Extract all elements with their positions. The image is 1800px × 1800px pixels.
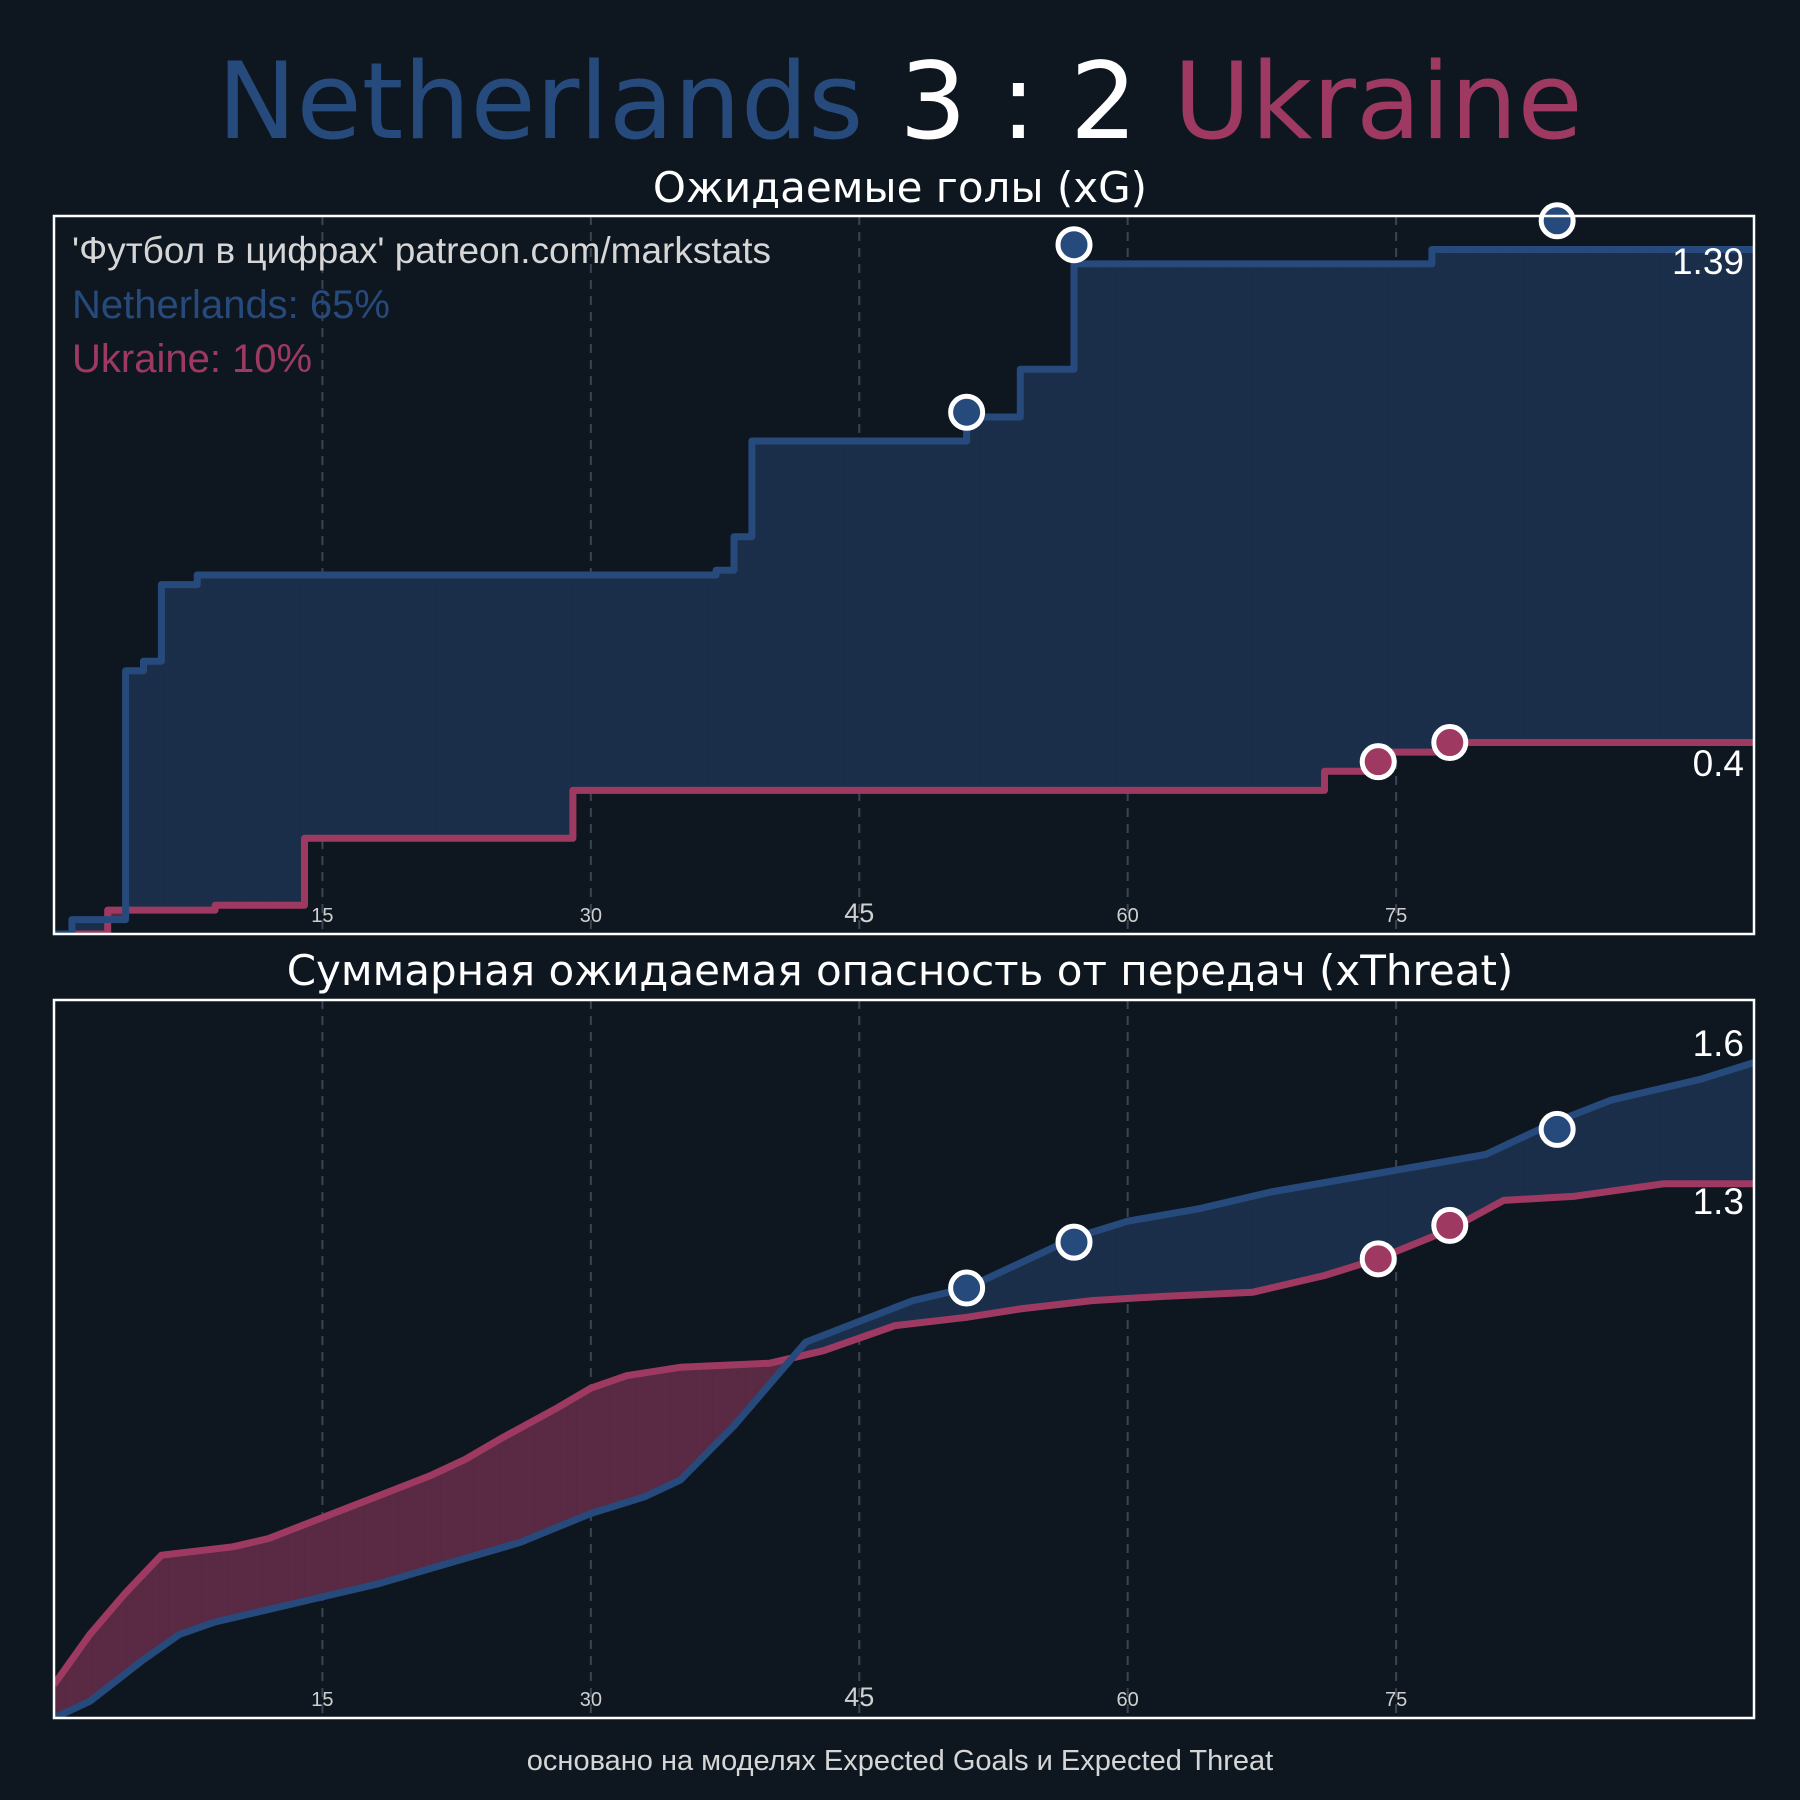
xg-netherlands-goal-marker <box>948 393 986 431</box>
xg-x-tick-label: 45 <box>844 898 874 928</box>
xg-netherlands-goal-marker <box>1538 202 1576 240</box>
xg-x-tick-label: 30 <box>580 905 602 927</box>
xthreat-plot-frame <box>52 998 1756 1720</box>
xg-ukraine-line <box>54 739 1754 934</box>
xthreat-x-tick-label: 60 <box>1117 1689 1139 1711</box>
xthreat-netherlands-line <box>54 1059 1754 1718</box>
xthreat-x-tick-label: 15 <box>311 1689 333 1711</box>
xg-ukraine-goal-marker <box>1359 743 1397 781</box>
xthreat-ukraine-goal-marker <box>1359 1240 1397 1278</box>
away-team-name: Ukraine <box>1173 40 1583 163</box>
xg-win-probability-ukraine: Ukraine: 10% <box>72 337 312 381</box>
match-header: Netherlands 3 : 2 Ukraine <box>0 40 1800 163</box>
home-team-name: Netherlands <box>217 40 864 163</box>
xthreat-netherlands-goal-marker <box>948 1269 986 1307</box>
xg-chart-title: Ожидаемые голы (xG) <box>653 163 1147 212</box>
xg-end-value-label: 0.4 <box>1693 743 1744 784</box>
xg-win-probability-netherlands: Netherlands: 65% <box>72 283 390 327</box>
xthreat-chart-title: Суммарная ожидаемая опасность от передач… <box>287 946 1514 995</box>
xg-end-value-label: 1.39 <box>1672 241 1744 282</box>
xthreat-x-tick-label: 45 <box>844 1682 874 1712</box>
xg-x-tick-label: 15 <box>311 905 333 927</box>
footer-note: основано на моделях Expected Goals и Exp… <box>526 1745 1274 1777</box>
xg-netherlands-goal-marker <box>1055 226 1093 264</box>
xg-x-tick-label: 75 <box>1385 905 1407 927</box>
xthreat-netherlands-goal-marker <box>1055 1223 1093 1261</box>
xthreat-x-tick-label: 75 <box>1385 1689 1407 1711</box>
xg-source-annotation: 'Футбол в цифрах' patreon.com/markstats <box>72 230 771 271</box>
xthreat-end-value-label: 1.6 <box>1693 1023 1744 1064</box>
xthreat-x-tick-label: 30 <box>580 1689 602 1711</box>
xg-plot-frame <box>52 214 1756 936</box>
xg-x-tick-label: 60 <box>1117 905 1139 927</box>
xthreat-netherlands-goal-marker <box>1538 1110 1576 1148</box>
xthreat-end-value-label: 1.3 <box>1693 1181 1744 1222</box>
xthreat-ukraine-line <box>54 1180 1754 1687</box>
xthreat-ukraine-goal-marker <box>1431 1206 1469 1244</box>
match-score: 3 : 2 <box>899 40 1138 163</box>
xthreat-fill-group <box>54 1062 1754 1718</box>
xg-ukraine-goal-marker <box>1431 724 1469 762</box>
xg-netherlands-line <box>54 246 1754 934</box>
